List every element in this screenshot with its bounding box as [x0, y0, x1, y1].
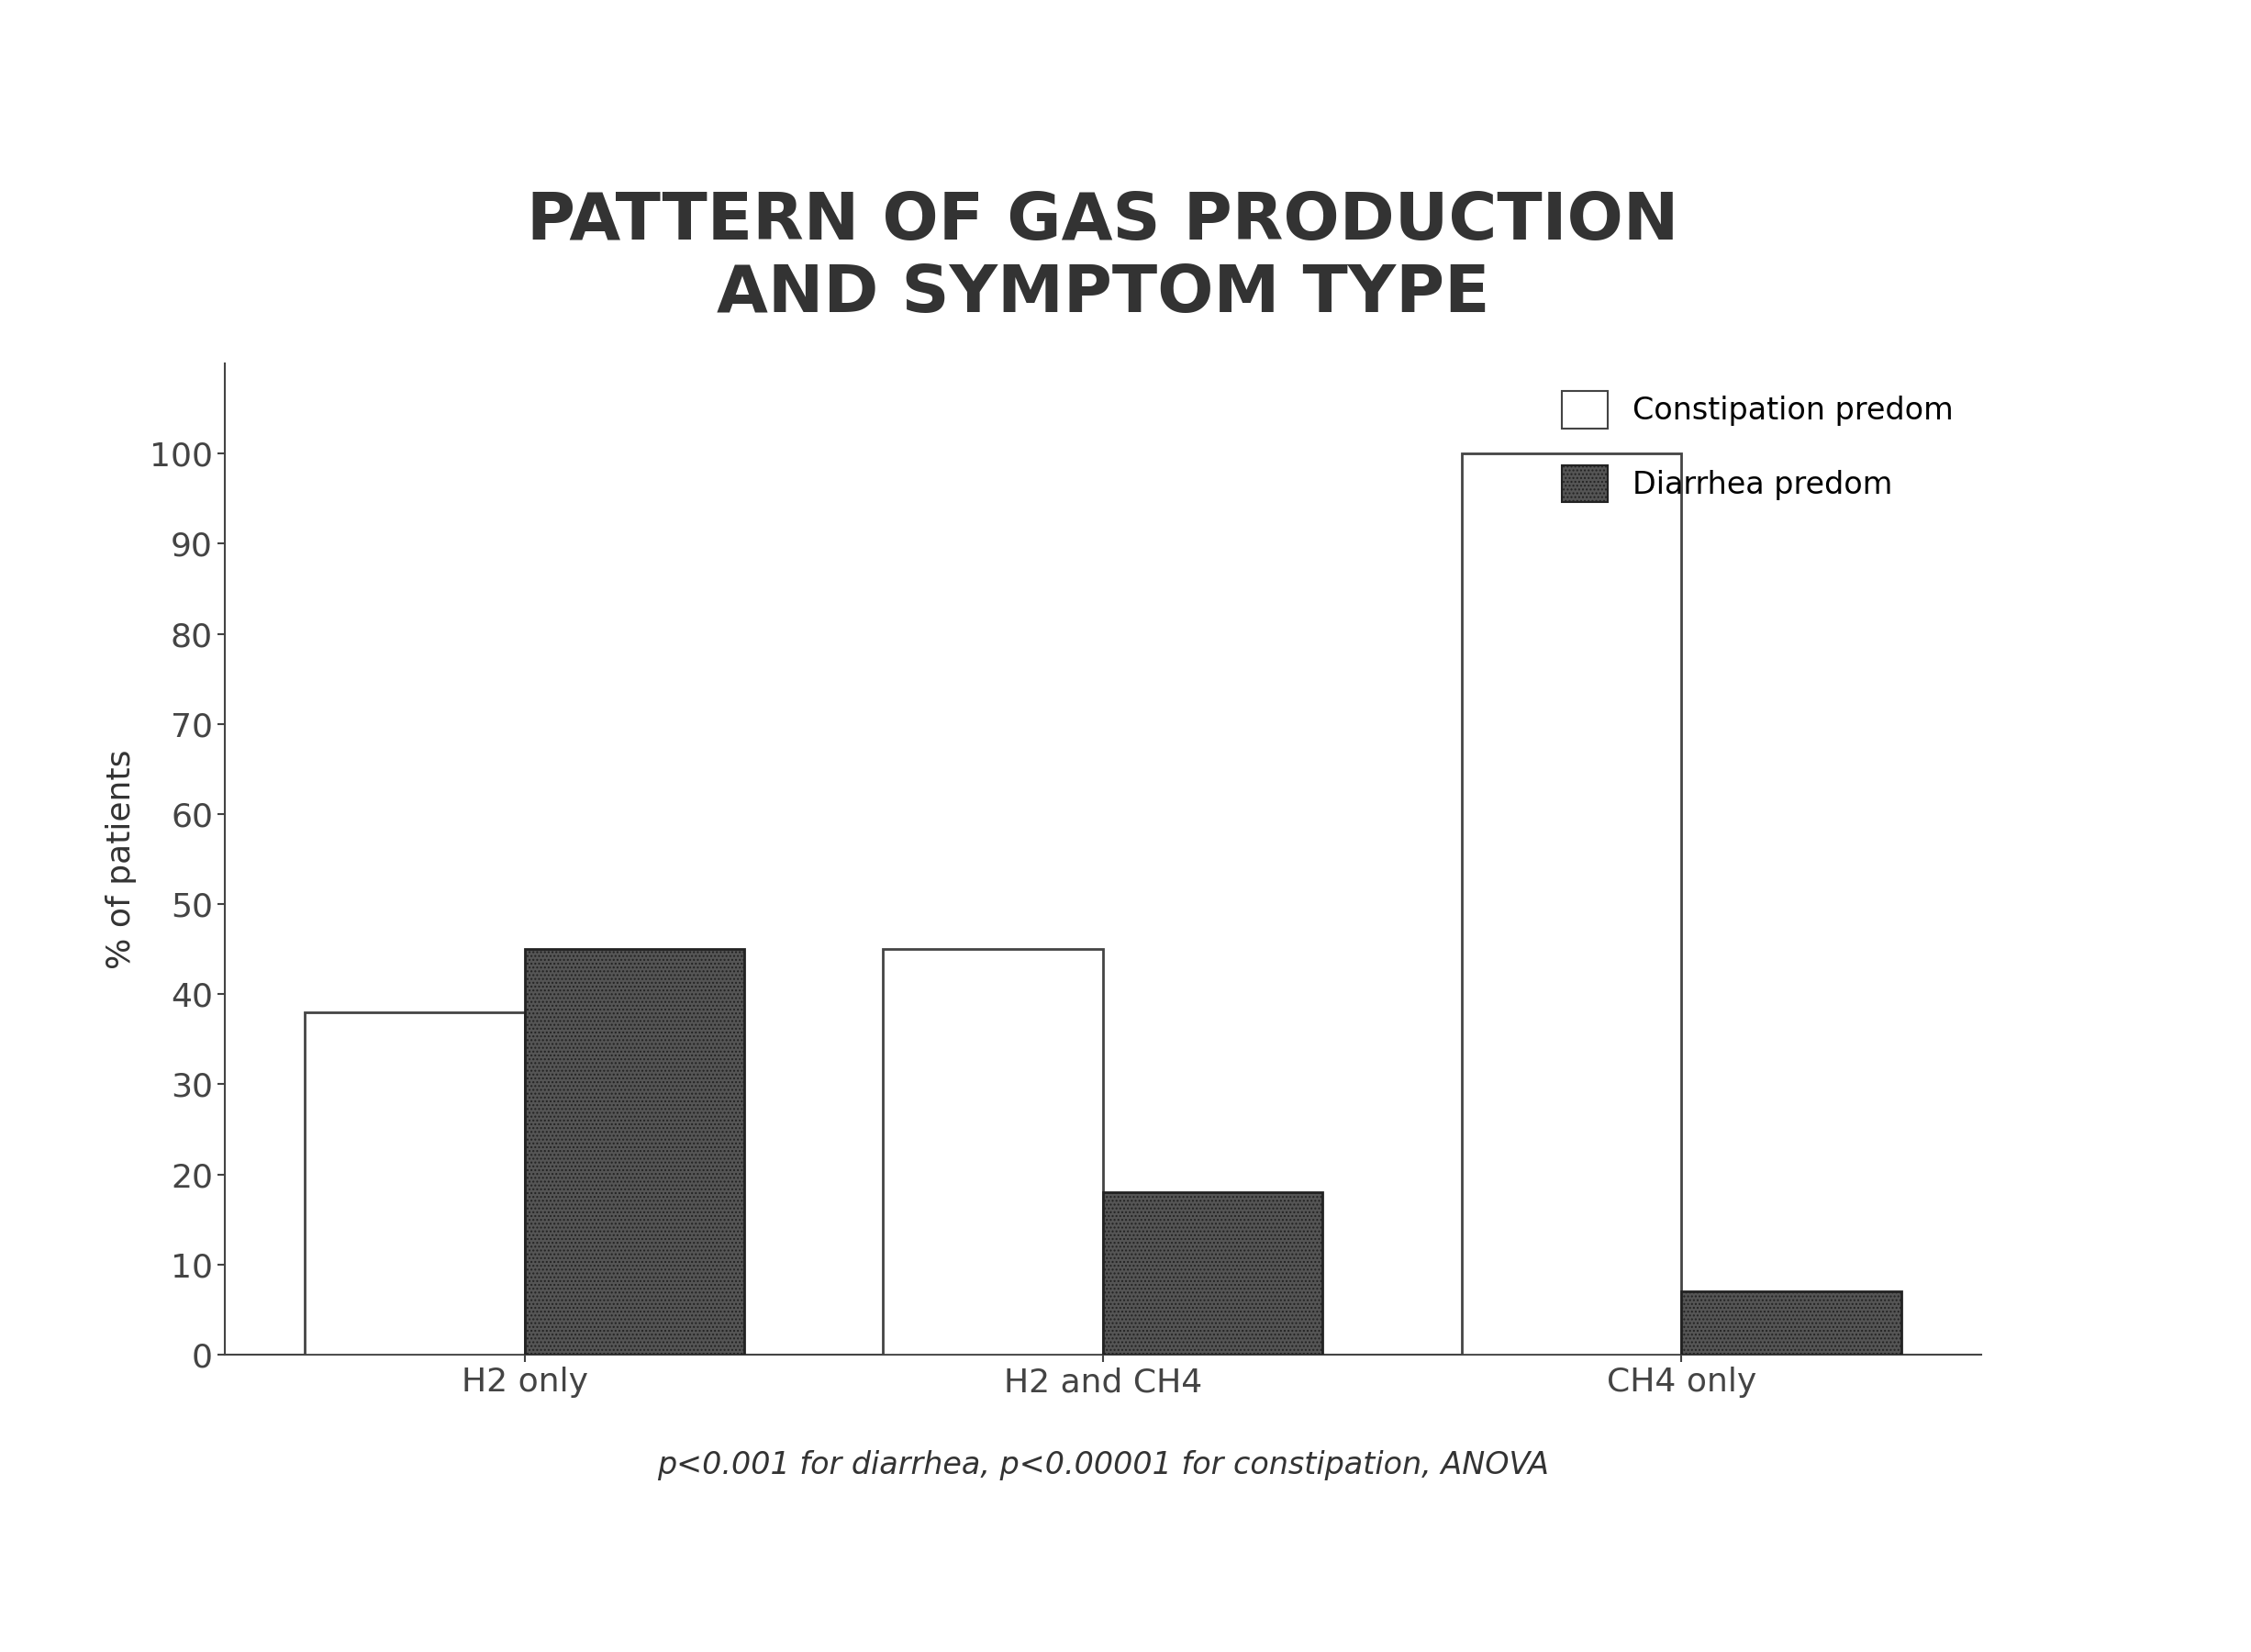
Bar: [1681, 1292, 1902, 1355]
Legend: Constipation predom, Diarrhea predom: Constipation predom, Diarrhea predom: [1549, 378, 1965, 514]
Title: PATTERN OF GAS PRODUCTION
AND SYMPTOM TYPE: PATTERN OF GAS PRODUCTION AND SYMPTOM TY…: [527, 190, 1679, 325]
Y-axis label: % of patients: % of patients: [106, 748, 137, 970]
Text: p<0.001 for diarrhea, p<0.00001 for constipation, ANOVA: p<0.001 for diarrhea, p<0.00001 for cons…: [657, 1450, 1549, 1480]
Bar: [524, 950, 745, 1355]
Bar: [1103, 1193, 1324, 1355]
Bar: [304, 1013, 524, 1355]
Bar: [1461, 454, 1681, 1355]
Bar: [882, 950, 1103, 1355]
